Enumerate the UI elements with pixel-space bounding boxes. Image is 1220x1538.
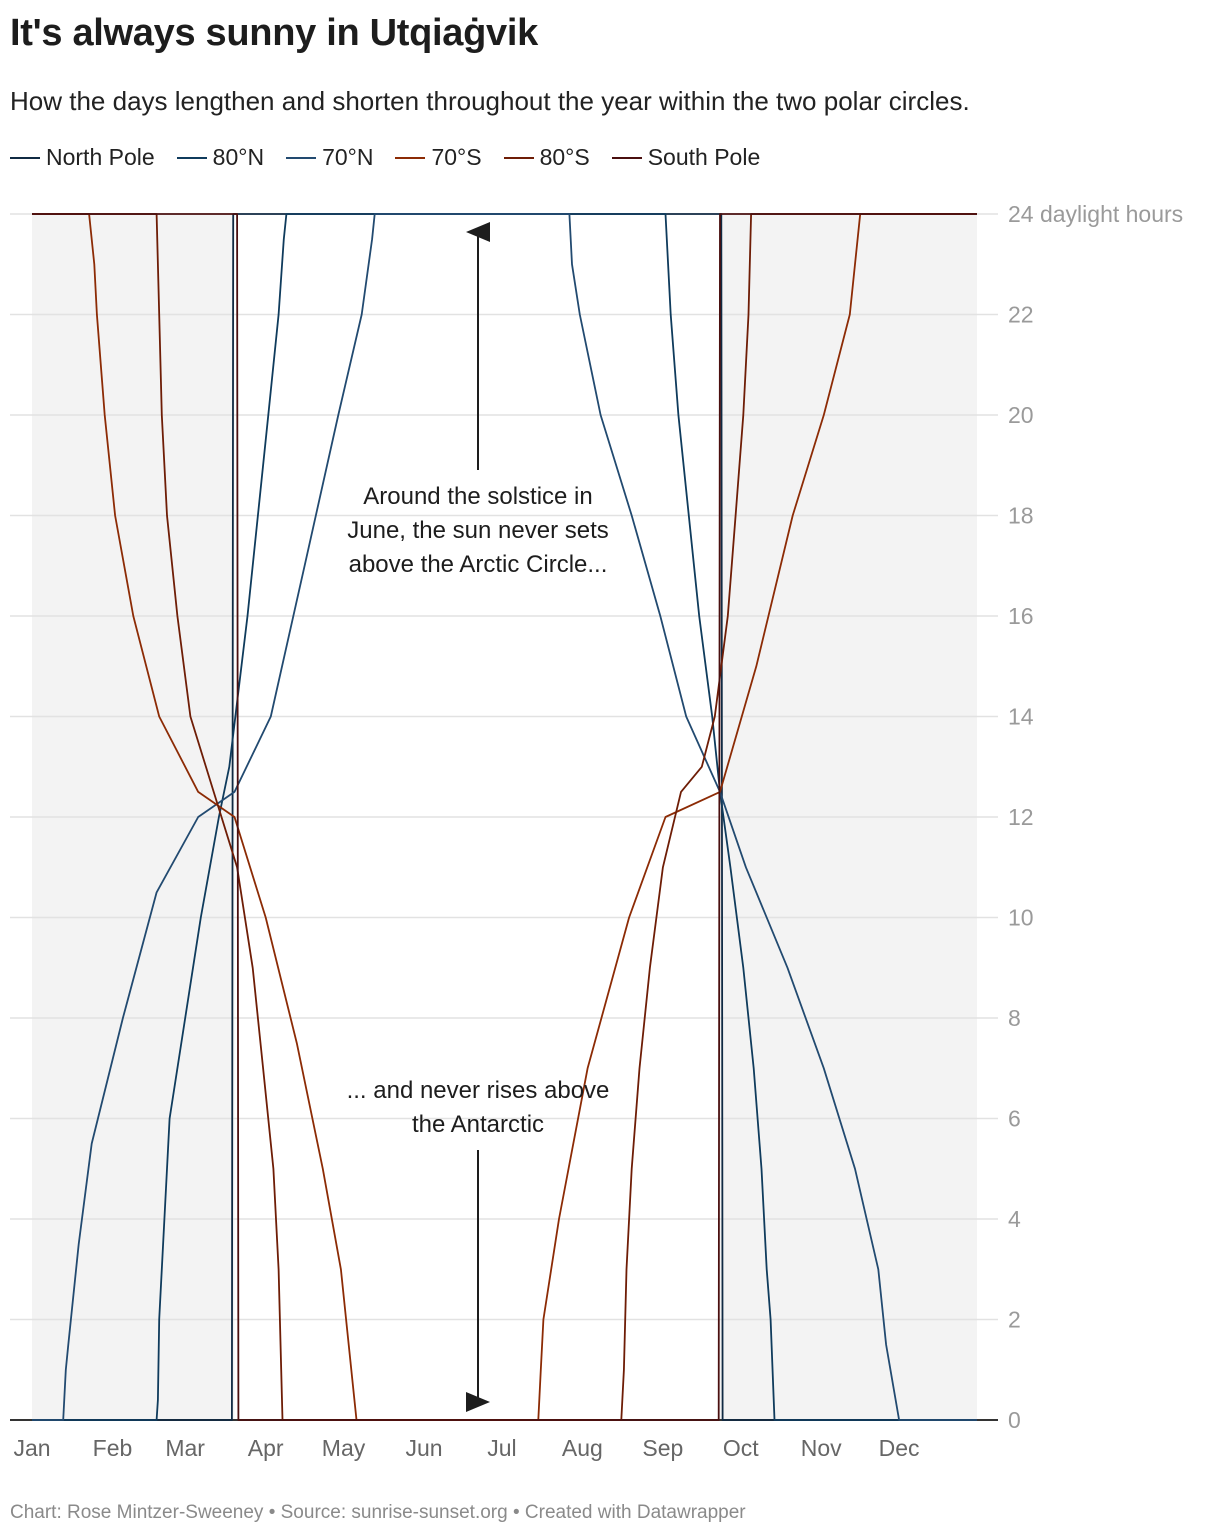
x-tick-label-apr: Apr [248,1435,284,1461]
y-tick-label-8: 8 [1008,1005,1021,1031]
legend-label-1: 80°N [212,144,265,170]
y-tick-label-6: 6 [1008,1106,1021,1132]
legend-label-0: North Pole [46,144,155,170]
y-tick-label-22: 22 [1008,302,1034,328]
legend-swatch-1 [176,156,207,159]
x-tick-label-may: May [322,1435,366,1461]
legend-swatch-3 [395,156,426,159]
legend-label-2: 70°N [322,144,374,170]
legend-item-0: North Pole [10,144,155,171]
y-tick-label-2: 2 [1008,1307,1021,1333]
y-tick-label-0: 0 [1008,1407,1021,1433]
x-tick-label-jan: Jan [13,1435,50,1461]
legend-label-5: South Pole [647,144,761,170]
y-tick-label-18: 18 [1008,503,1034,529]
y-tick-label-10: 10 [1008,905,1034,931]
chart-legend: North Pole 80°N 70°N 70°S 80°S South Pole [10,144,760,171]
y-tick-label-4: 4 [1008,1206,1021,1232]
x-tick-label-oct: Oct [723,1435,759,1461]
annotation-arctic: Around the solstice in June, the sun nev… [347,483,609,578]
x-tick-label-aug: Aug [562,1435,603,1461]
y-tick-label-12: 12 [1008,804,1034,830]
series-line-2 [32,213,977,1421]
y-tick-label-16: 16 [1008,603,1034,629]
chart-footer-credit: Chart: Rose Mintzer-Sweeney • Source: su… [10,1502,746,1523]
x-tick-label-mar: Mar [165,1435,205,1461]
annotation-antarctic: ... and never rises above the Antarctic [346,1077,610,1138]
y-tick-label-14: 14 [1008,704,1034,730]
legend-swatch-4 [503,156,534,159]
legend-item-1: 80°N [176,144,265,171]
legend-swatch-5 [611,156,642,159]
legend-item-4: 80°S [503,144,590,171]
legend-swatch-2 [286,156,317,159]
daylight-line-chart: 0 2 4 6 8 10 12 14 16 18 20 22 24 daylight hours Jan F… [10,201,1183,1461]
legend-label-3: 70°S [431,144,482,170]
x-tick-label-jul: Jul [487,1435,516,1461]
legend-item-2: 70°N [286,144,373,171]
x-tick-label-nov: Nov [801,1435,842,1461]
chart-title: It's always sunny in Utqiaġvik [10,12,538,54]
x-tick-label-sep: Sep [642,1435,683,1461]
legend-item-3: 70°S [395,144,482,171]
legend-swatch-0 [10,156,40,159]
x-tick-label-jun: Jun [405,1435,442,1461]
legend-label-4: 80°S [539,144,590,170]
chart-subtitle: How the days lengthen and shorten throug… [10,86,970,116]
y-tick-label-20: 20 [1008,402,1034,428]
series-line-5 [32,213,977,1421]
y-tick-label-24: 24 daylight hours [1008,201,1183,227]
legend-item-5: South Pole [611,144,761,171]
x-tick-label-dec: Dec [879,1435,920,1461]
x-tick-label-feb: Feb [93,1435,133,1461]
